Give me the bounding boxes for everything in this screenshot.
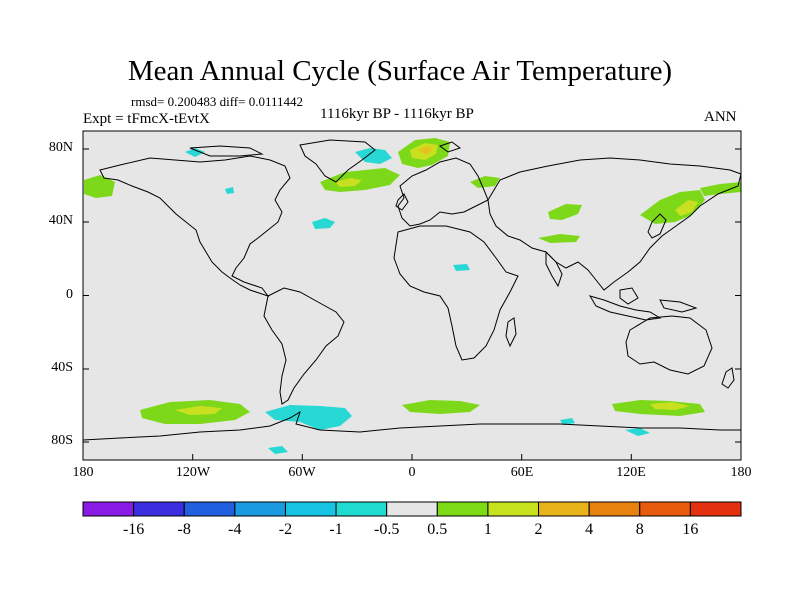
colorbar-swatch bbox=[335, 501, 388, 517]
y-tick-label: 0 bbox=[66, 287, 73, 302]
y-tick-label: 80S bbox=[51, 433, 73, 448]
colorbar-swatch bbox=[689, 501, 742, 517]
coastline-greenland bbox=[299, 139, 376, 183]
anomaly-patch bbox=[675, 200, 698, 216]
coastline-japan bbox=[647, 213, 667, 239]
colorbar-label: -2 bbox=[278, 521, 293, 538]
coastline-new-zealand bbox=[721, 367, 735, 389]
anomaly-patch bbox=[700, 182, 741, 196]
colorbar-swatch bbox=[436, 501, 489, 517]
anomaly-patch bbox=[650, 402, 690, 410]
anomaly-patch bbox=[453, 264, 470, 271]
y-tick-label: 40S bbox=[51, 360, 73, 375]
colorbar-swatch bbox=[487, 501, 540, 517]
colorbar-swatch bbox=[284, 501, 337, 517]
colorbar-swatch bbox=[183, 501, 236, 517]
anomaly-patch bbox=[548, 204, 582, 220]
coastline-africa bbox=[393, 225, 519, 361]
coastline-asia bbox=[487, 157, 742, 291]
coastline-india bbox=[545, 250, 563, 288]
x-tick-label: 60W bbox=[288, 465, 316, 480]
colorbar-swatch bbox=[538, 501, 590, 517]
anomaly-patch bbox=[185, 148, 205, 157]
coastline-svalbard bbox=[438, 141, 462, 153]
colorbar-swatch bbox=[82, 501, 135, 517]
anomaly-patch bbox=[265, 405, 352, 430]
colorbar-label: -1 bbox=[329, 521, 343, 538]
x-tick-label: 180 bbox=[72, 465, 94, 480]
coastline-south-america bbox=[263, 287, 345, 405]
x-tick-label: 120W bbox=[175, 465, 211, 480]
anomaly-patch bbox=[470, 176, 500, 188]
colorbar-swatch bbox=[588, 501, 641, 517]
season-label: ANN bbox=[704, 109, 737, 125]
axis-ticks bbox=[82, 148, 742, 460]
anomaly-patch bbox=[560, 418, 575, 425]
x-tick-label: 0 bbox=[408, 465, 416, 480]
coastline-new-guinea bbox=[659, 299, 698, 313]
anomaly-patch bbox=[84, 175, 115, 198]
anomaly-patch bbox=[418, 146, 432, 155]
colorbar-label: 0.5 bbox=[427, 521, 448, 538]
y-tick-label: 40N bbox=[48, 213, 73, 228]
colorbar-label: 2 bbox=[534, 521, 543, 538]
colorbar-label: 8 bbox=[635, 521, 644, 538]
anomaly-patch bbox=[355, 148, 392, 164]
anomaly-patch bbox=[640, 190, 705, 224]
colorbar-swatch bbox=[133, 501, 185, 517]
coastline-antarctica bbox=[82, 410, 741, 441]
x-tick-label: 120E bbox=[616, 465, 646, 480]
coastline-madagascar bbox=[505, 317, 517, 348]
coastlines bbox=[82, 139, 742, 441]
colorbar-label: -8 bbox=[177, 521, 191, 538]
anomaly-patch bbox=[175, 406, 222, 415]
coastline-uk bbox=[395, 193, 409, 211]
coastline-australia bbox=[625, 315, 713, 375]
anomaly-patch bbox=[335, 178, 362, 187]
colorbar-label: 1 bbox=[483, 521, 492, 538]
x-tick-label: 60E bbox=[510, 465, 534, 480]
anomaly-patch bbox=[538, 234, 580, 243]
anomaly-patch bbox=[225, 187, 234, 194]
coastline-north-america bbox=[99, 155, 291, 297]
coastline-borneo bbox=[619, 287, 639, 305]
colorbar-swatch bbox=[386, 501, 438, 517]
colorbar-label: 16 bbox=[682, 521, 699, 538]
x-tick-label: 180 bbox=[730, 465, 752, 480]
anomaly-patch bbox=[625, 428, 650, 436]
anomaly-patch bbox=[268, 446, 288, 454]
anomaly-patch bbox=[402, 400, 480, 414]
colorbar-label: -0.5 bbox=[374, 521, 400, 538]
stats-line: rmsd= 0.200483 diff= 0.0111442 bbox=[131, 94, 303, 109]
colorbar-label: 4 bbox=[585, 521, 594, 538]
coastline-arctic-islands bbox=[189, 145, 264, 157]
coastline-indonesia bbox=[588, 295, 662, 321]
colorbar-swatch bbox=[234, 501, 286, 517]
anomaly-patch bbox=[312, 218, 335, 229]
colorbar-swatch bbox=[639, 501, 691, 517]
period-label: 1116kyr BP - 1116kyr BP bbox=[320, 106, 474, 122]
colorbar bbox=[82, 501, 742, 517]
colorbar-label: -16 bbox=[122, 521, 145, 538]
coastline-europe bbox=[397, 157, 489, 227]
y-tick-label: 80N bbox=[48, 140, 73, 155]
anomaly-patches bbox=[84, 138, 741, 454]
colorbar-label: -4 bbox=[228, 521, 242, 538]
plot-title: Mean Annual Cycle (Surface Air Temperatu… bbox=[127, 55, 673, 87]
experiment-label: Expt = tFmcX-tEvtX bbox=[83, 111, 210, 127]
